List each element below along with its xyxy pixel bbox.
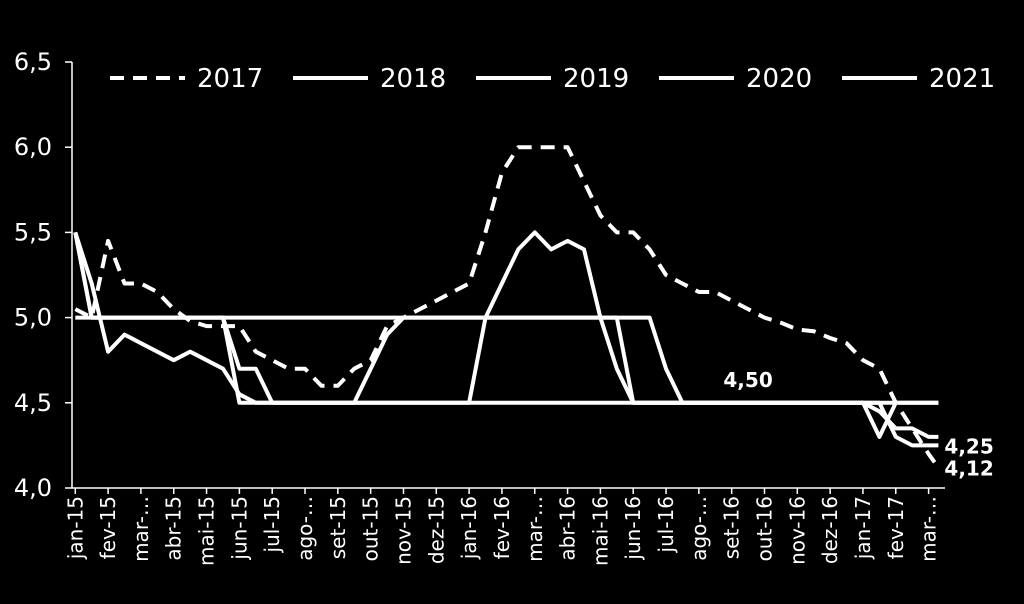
y-tick-label: 6,5: [14, 48, 52, 76]
legend-label: 2020: [746, 64, 812, 94]
x-tick-label: jun-15: [227, 496, 251, 561]
x-tick-label: nov-16: [785, 496, 809, 565]
x-tick-label: mar-…: [523, 496, 547, 562]
x-tick-label: mai-15: [195, 496, 219, 566]
x-tick-label: mar-…: [917, 496, 941, 562]
x-tick-label: jan-16: [457, 496, 481, 560]
series-line: [73, 232, 939, 448]
x-tick-label: jan-15: [63, 496, 87, 560]
x-tick-label: dez-15: [424, 496, 448, 564]
x-tick-label: jan-17: [851, 496, 875, 560]
y-tick-label: 4,5: [14, 389, 52, 417]
x-tick-label: fev-16: [490, 496, 514, 559]
y-tick-label: 6,0: [14, 133, 52, 161]
y-tick-label: 4,0: [14, 474, 52, 502]
x-tick-label: mar-…: [129, 496, 153, 562]
series-line: [74, 145, 941, 469]
annotation: 4,50: [723, 368, 772, 392]
x-tick-label: abr-16: [556, 496, 580, 561]
legend-label: 2018: [380, 64, 446, 94]
x-tick-label: ago-…: [687, 496, 711, 561]
x-tick-label: dez-16: [818, 496, 842, 564]
x-tick-label: fev-15: [96, 496, 120, 559]
y-tick-label: 5,0: [14, 304, 52, 332]
x-tick-label: abr-15: [162, 496, 186, 561]
series-line: [73, 230, 939, 439]
y-tick-label: 5,5: [14, 218, 52, 246]
legend-label: 2017: [197, 64, 263, 94]
series-line: [75, 315, 939, 439]
x-tick-label: nov-15: [391, 496, 415, 565]
x-tick-label: out-16: [752, 496, 776, 561]
legend-label: 2019: [563, 64, 629, 94]
x-tick-label: set-15: [326, 496, 350, 559]
x-tick-label: set-16: [720, 496, 744, 559]
x-tick-label: ago-…: [293, 496, 317, 561]
legend-label: 2021: [929, 64, 995, 94]
x-tick-label: jun-16: [621, 496, 645, 561]
x-tick-label: jul-15: [260, 496, 284, 553]
annotation: 4,25: [944, 434, 993, 458]
annotation: 4,12: [944, 457, 993, 481]
x-tick-label: out-15: [359, 496, 383, 561]
x-tick-label: jul-16: [654, 496, 678, 553]
x-tick-label: fev-17: [884, 496, 908, 559]
x-tick-label: mai-16: [588, 496, 612, 566]
